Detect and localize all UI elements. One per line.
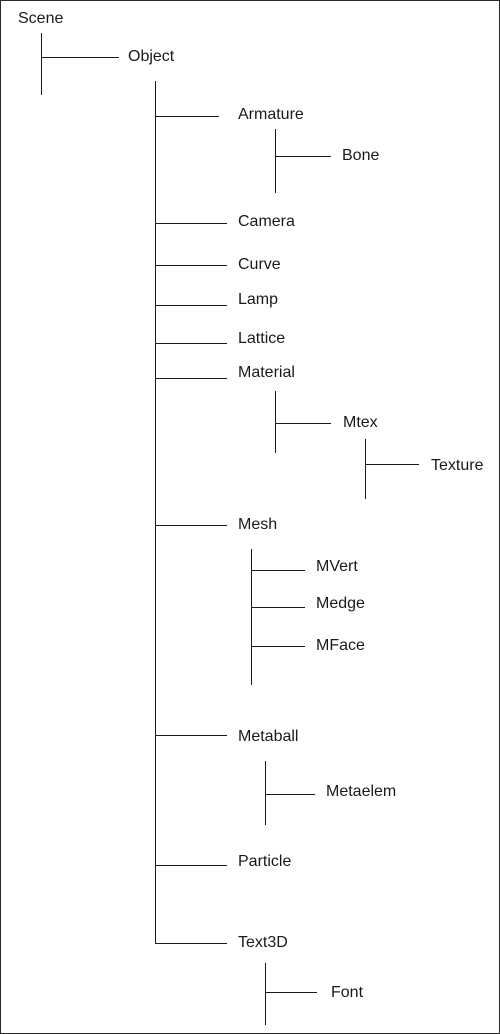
connector-particle [155,865,227,866]
connector-font [265,992,317,993]
node-scene: Scene [18,10,64,27]
node-mtex: Mtex [343,414,378,431]
connector-curve [155,265,227,266]
connector-text3d [155,943,227,944]
mesh-trunk [251,549,252,685]
connector-camera [155,223,227,224]
node-lamp: Lamp [238,291,279,308]
node-text3d: Text3D [238,934,288,951]
node-material: Material [238,364,295,381]
node-metaball: Metaball [238,728,299,745]
text3d-trunk [265,963,266,1025]
connector-mesh [155,525,227,526]
material-trunk [275,391,276,453]
node-mvert: MVert [316,558,358,575]
connector-metaelem [265,794,315,795]
mtex-trunk [365,439,366,499]
connector-mface [251,646,305,647]
connector-bone [275,156,331,157]
connector-medge [251,607,305,608]
connector-lamp [155,305,227,306]
node-mface: MFace [316,637,365,654]
node-texture: Texture [431,457,484,474]
node-particle: Particle [238,853,292,870]
scene-trunk [41,33,42,95]
node-bone: Bone [342,147,380,164]
object-trunk [155,81,156,943]
node-armature: Armature [238,106,304,123]
connector-mtex [275,423,331,424]
node-medge: Medge [316,595,365,612]
node-curve: Curve [238,256,281,273]
connector-object [41,57,119,58]
connector-lattice [155,343,227,344]
connector-texture [365,464,419,465]
node-mesh: Mesh [238,516,278,533]
node-camera: Camera [238,213,295,230]
metaball-trunk [265,761,266,825]
connector-metaball [155,735,227,736]
node-metaelem: Metaelem [326,783,397,800]
connector-armature [155,116,219,117]
connector-mvert [251,570,305,571]
node-object: Object [128,48,175,65]
node-lattice: Lattice [238,330,286,347]
connector-material [155,378,227,379]
armature-trunk [275,129,276,193]
node-font: Font [331,984,364,1001]
